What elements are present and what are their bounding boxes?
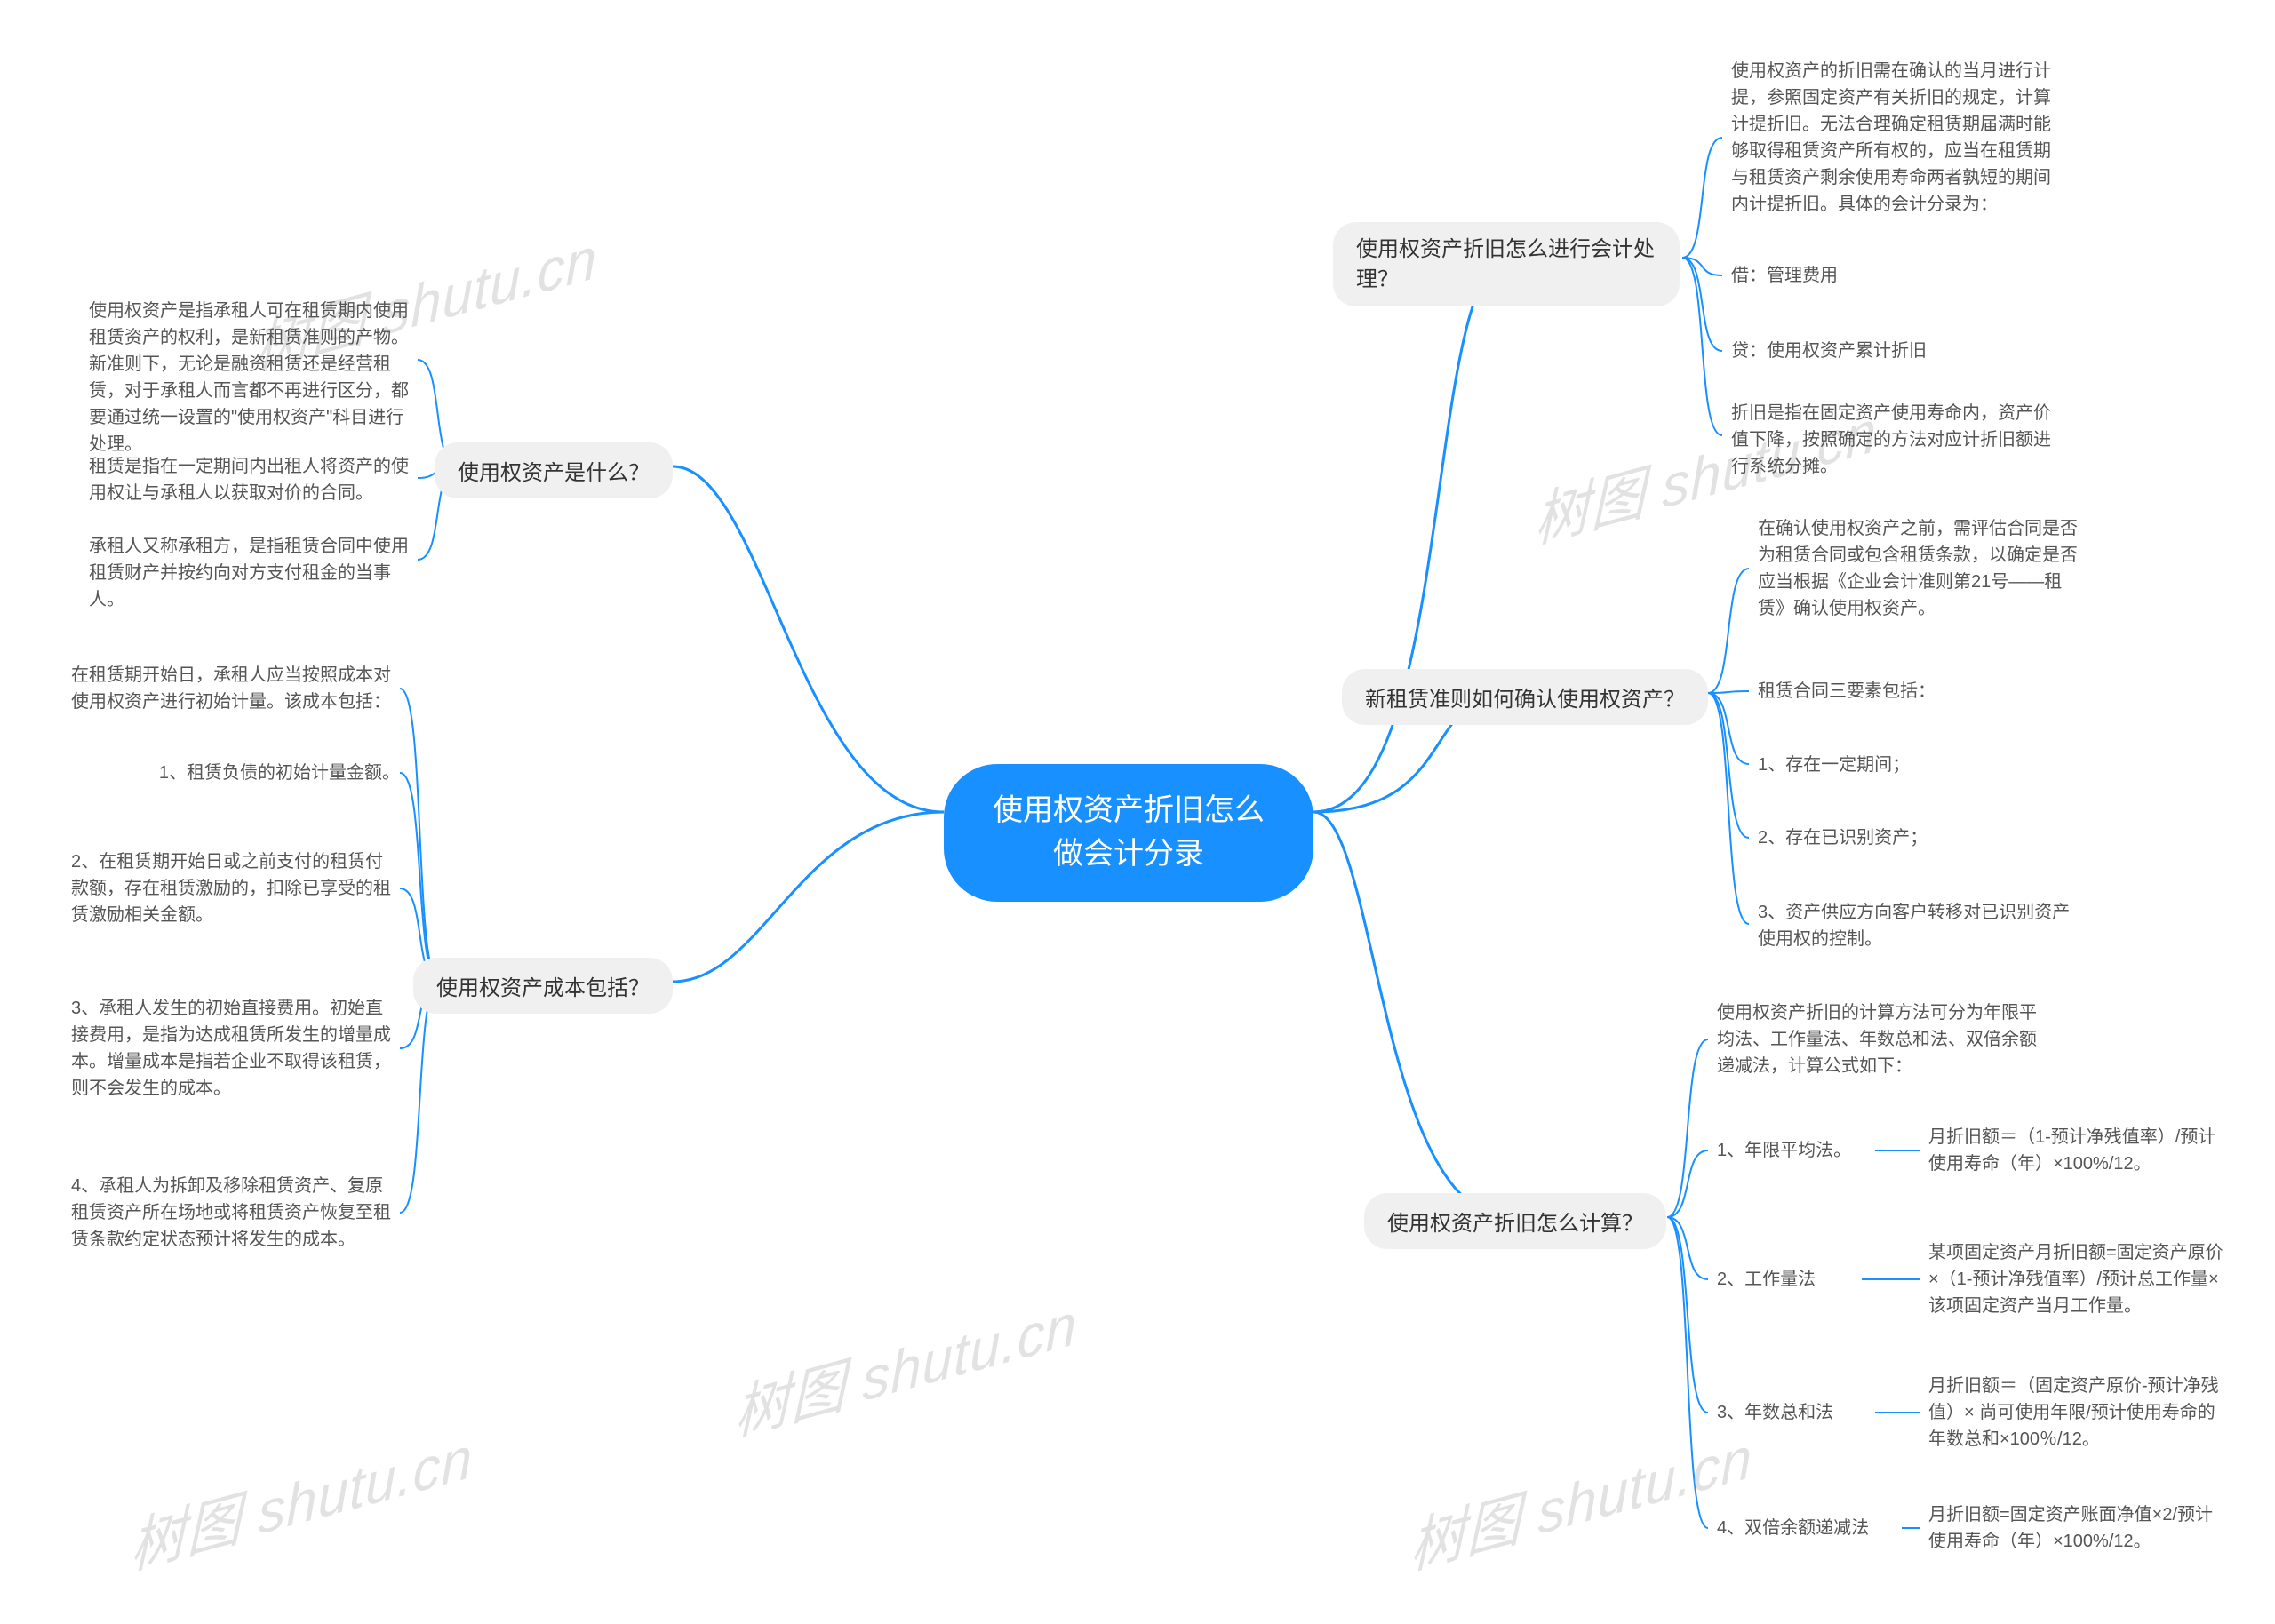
leaf-cost-1: 1、租赁负债的初始计量金额。: [159, 760, 400, 786]
leaf-accounting-2: 贷：使用权资产累计折旧: [1731, 338, 1927, 364]
branch-label: 使用权资产是什么？: [458, 461, 650, 485]
center-node[interactable]: 使用权资产折旧怎么做会计分录: [944, 764, 1313, 902]
leaf-confirm-3: 2、存在已识别资产；: [1758, 824, 1928, 851]
branch-label: 使用权资产折旧怎么计算？: [1387, 1212, 1643, 1236]
watermark: 树图 shutu.cn: [735, 1277, 1077, 1453]
leaf-cost-2: 2、在租赁期开始日或之前支付的租赁付款额，存在租赁激励的，扣除已享受的租赁激励相…: [71, 848, 400, 928]
leaf-confirm-1: 租赁合同三要素包括：: [1758, 678, 1936, 705]
leaf-accounting-3: 折旧是指在固定资产使用寿命内，资产价值下降，按照确定的方法对应计折旧额进行系统分…: [1731, 400, 2060, 480]
leaf-calc-2: 2、工作量法: [1717, 1266, 1816, 1293]
watermark: 树图 shutu.cn: [1410, 1410, 1752, 1586]
watermark: 树图 shutu.cn: [131, 1410, 473, 1586]
leaf-accounting-0: 使用权资产的折旧需在确认的当月进行计提，参照固定资产有关折旧的规定，计算计提折旧…: [1731, 58, 2060, 218]
branch-label: 新租赁准则如何确认使用权资产？: [1365, 688, 1685, 712]
leaf-accounting-1: 借：管理费用: [1731, 262, 1838, 289]
leaf-confirm-2: 1、存在一定期间；: [1758, 752, 1910, 778]
branch-cost[interactable]: 使用权资产成本包括？: [413, 958, 673, 1014]
branch-accounting[interactable]: 使用权资产折旧怎么进行会计处理？: [1333, 222, 1680, 306]
branch-calc[interactable]: 使用权资产折旧怎么计算？: [1364, 1193, 1666, 1249]
branch-label: 使用权资产折旧怎么进行会计处理？: [1356, 237, 1655, 291]
detail-calc-3: 月折旧额＝（固定资产原价-预计净残值）× 尚可使用年限/预计使用寿命的年数总和×…: [1928, 1373, 2231, 1453]
leaf-calc-4: 4、双倍余额递减法: [1717, 1515, 1869, 1541]
leaf-cost-0: 在租赁期开始日，承租人应当按照成本对使用权资产进行初始计量。该成本包括：: [71, 662, 400, 715]
leaf-calc-3: 3、年数总和法: [1717, 1399, 1833, 1426]
branch-what[interactable]: 使用权资产是什么？: [435, 442, 673, 498]
detail-calc-4: 月折旧额=固定资产账面净值×2/预计使用寿命（年）×100%/12。: [1928, 1501, 2231, 1555]
leaf-cost-4: 4、承租人为拆卸及移除租赁资产、复原租赁资产所在场地或将租赁资产恢复至租赁条款约…: [71, 1173, 400, 1253]
leaf-what-0: 使用权资产是指承租人可在租赁期内使用租赁资产的权利，是新租赁准则的产物。新准则下…: [89, 298, 418, 458]
leaf-confirm-0: 在确认使用权资产之前，需评估合同是否为租赁合同或包含租赁条款，以确定是否应当根据…: [1758, 515, 2087, 622]
leaf-confirm-4: 3、资产供应方向客户转移对已识别资产使用权的控制。: [1758, 899, 2087, 952]
branch-confirm[interactable]: 新租赁准则如何确认使用权资产？: [1342, 669, 1708, 725]
leaf-cost-3: 3、承租人发生的初始直接费用。初始直接费用，是指为达成租赁所发生的增量成本。增量…: [71, 995, 400, 1102]
detail-calc-1: 月折旧额＝（1-预计净残值率）/预计使用寿命（年）×100%/12。: [1928, 1124, 2231, 1177]
detail-calc-2: 某项固定资产月折旧额=固定资产原价×（1-预计净残值率）/预计总工作量×该项固定…: [1928, 1239, 2231, 1319]
leaf-what-1: 租赁是指在一定期间内出租人将资产的使用权让与承租人以获取对价的合同。: [89, 453, 418, 506]
branch-label: 使用权资产成本包括？: [436, 976, 650, 1000]
leaf-calc-0: 使用权资产折旧的计算方法可分为年限平均法、工作量法、年数总和法、双倍余额递减法，…: [1717, 999, 2046, 1079]
leaf-what-2: 承租人又称承租方，是指租赁合同中使用租赁财产并按约向对方支付租金的当事人。: [89, 533, 418, 613]
leaf-calc-1: 1、年限平均法。: [1717, 1137, 1851, 1164]
center-node-text: 使用权资产折旧怎么做会计分录: [993, 793, 1265, 871]
